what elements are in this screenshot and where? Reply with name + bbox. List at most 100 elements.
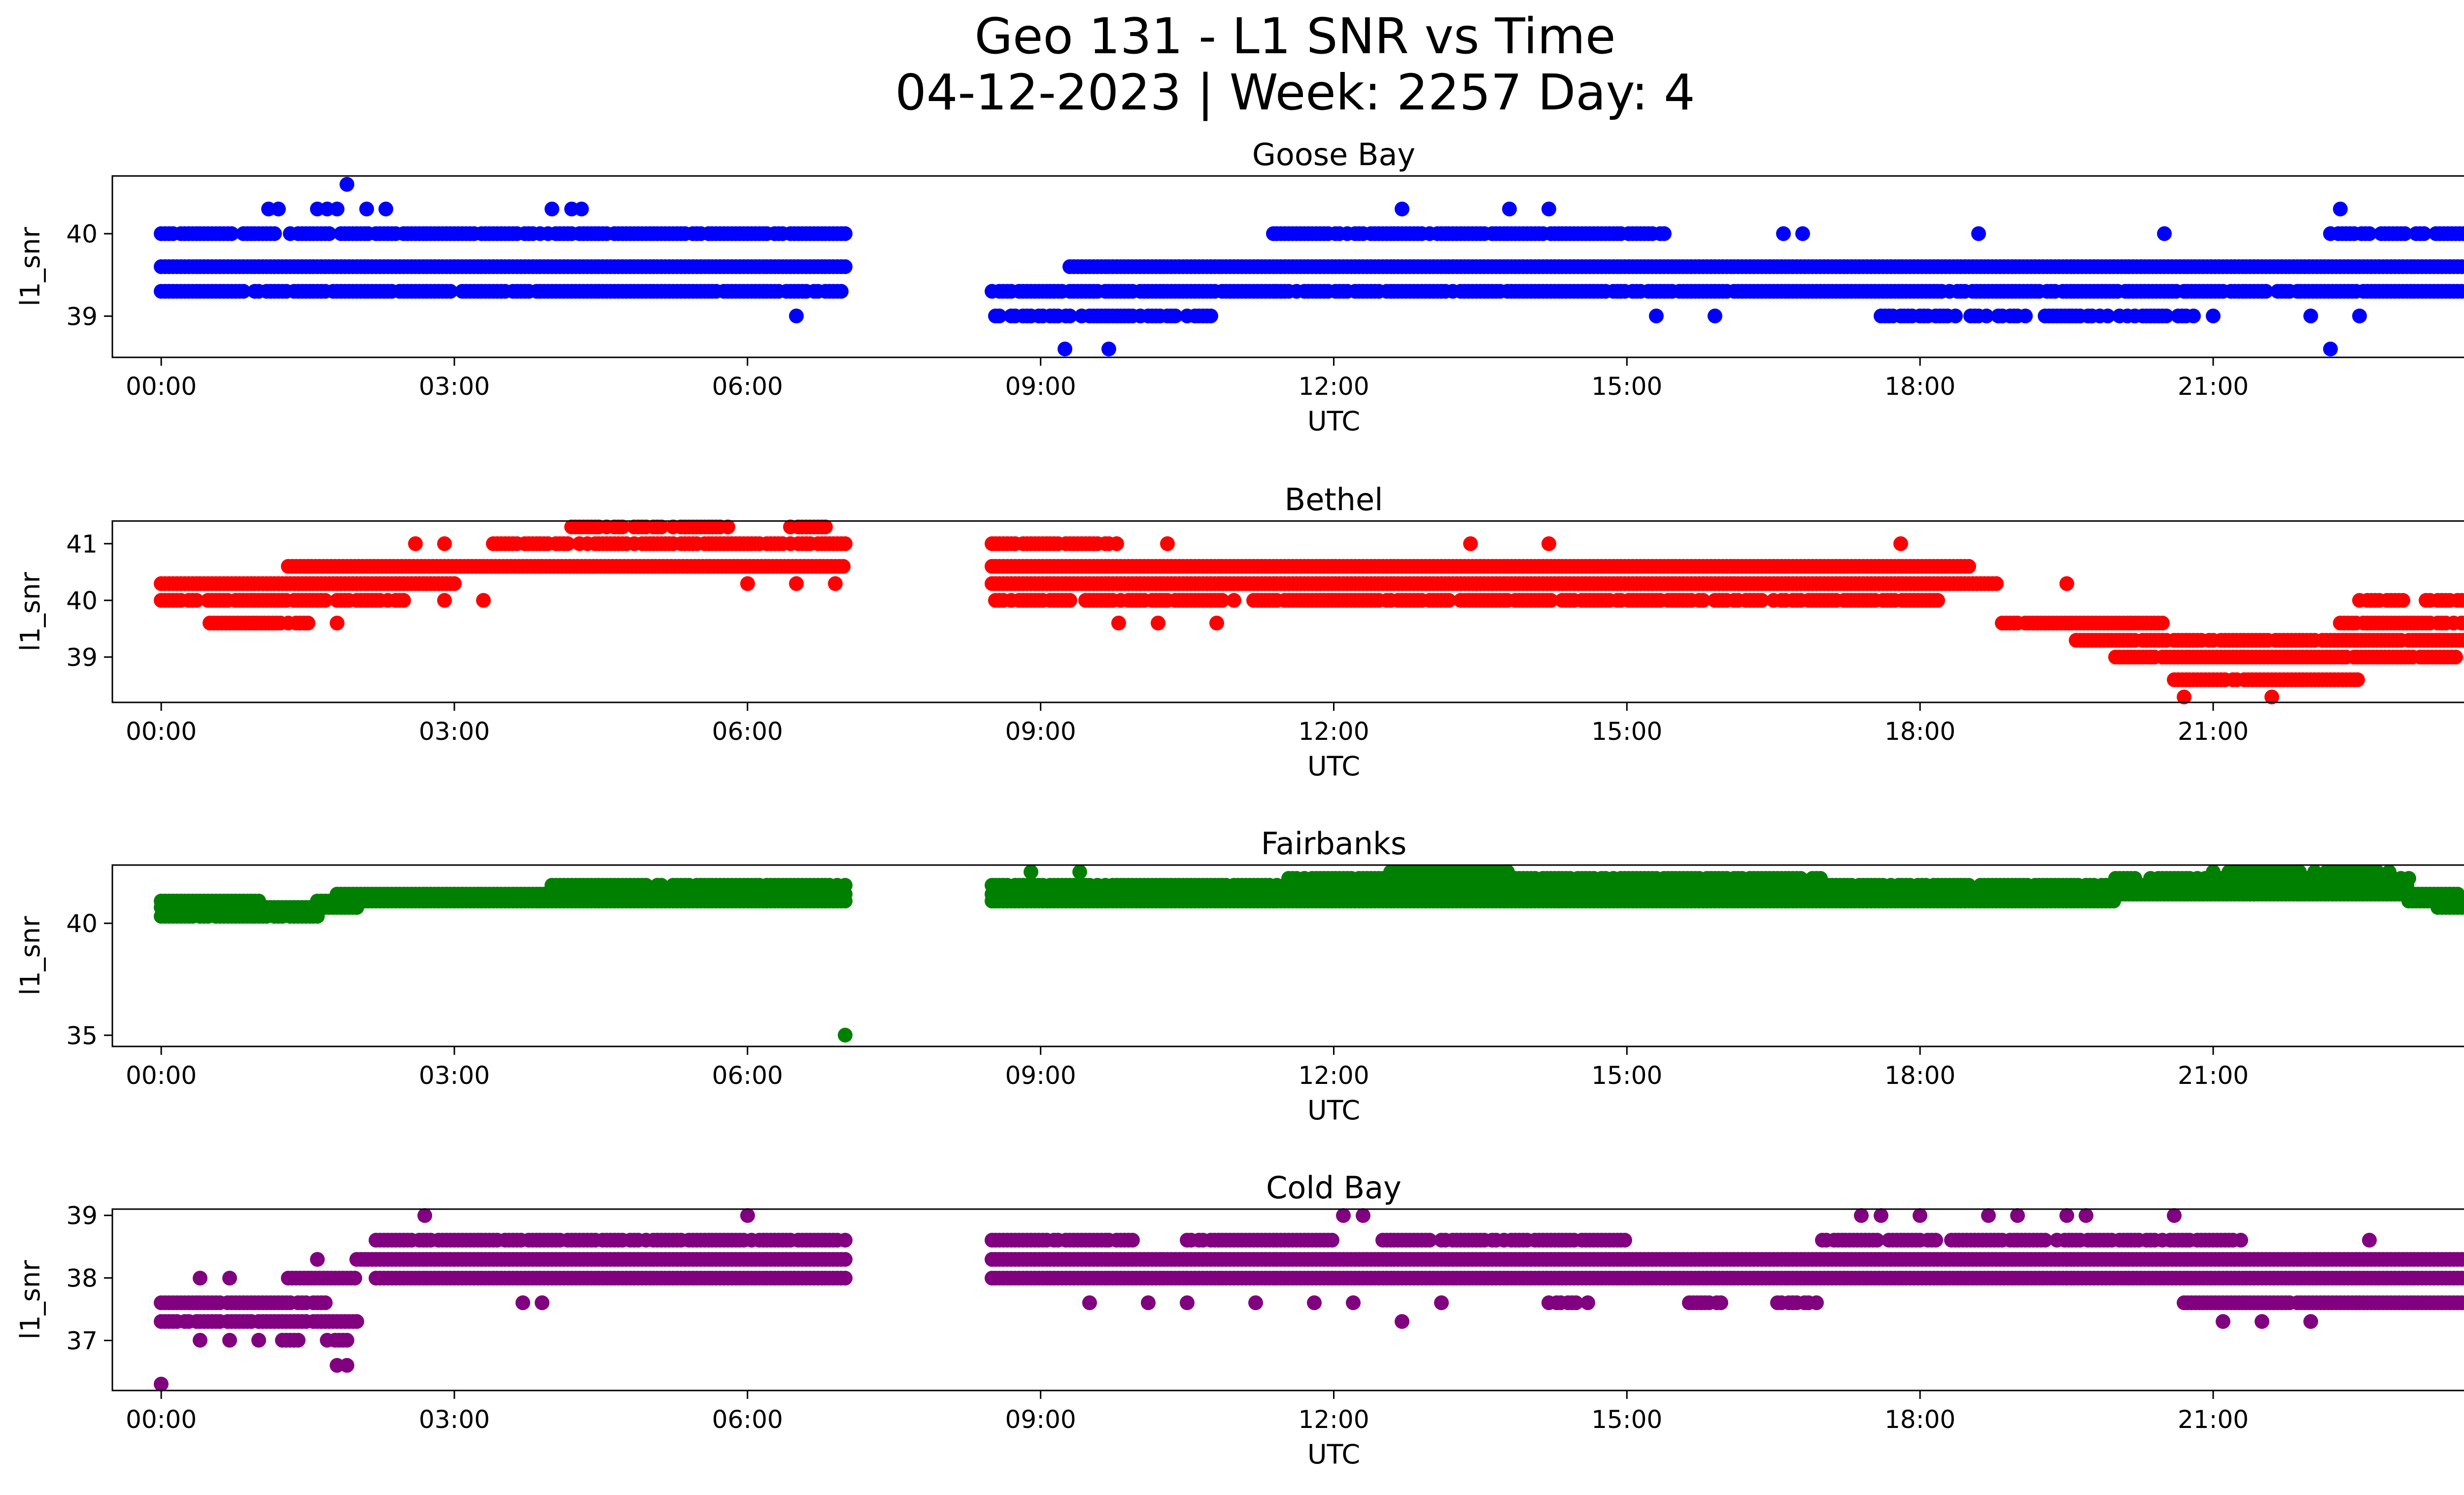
bethel-point	[1160, 536, 1175, 551]
bethel-point	[2264, 690, 2279, 704]
bethel-axes-frame	[111, 520, 2464, 703]
goose-bay-point	[443, 284, 458, 299]
goose-bay-point	[789, 309, 804, 323]
bethel-point	[1893, 536, 1908, 551]
bethel-point	[437, 593, 452, 608]
goose-bay-point	[1101, 342, 1116, 356]
goose-bay-point	[340, 177, 354, 192]
goose-bay-point	[2206, 309, 2221, 323]
goose-bay-point	[271, 202, 286, 216]
bethel-xtick-label: 12:00	[1298, 717, 1369, 746]
cold-bay-points	[154, 1208, 2464, 1391]
bethel-point	[1463, 536, 1478, 551]
bethel-point	[838, 536, 853, 551]
goose-bay-point	[2458, 259, 2464, 274]
goose-bay-point	[359, 202, 374, 216]
goose-bay-point	[2157, 226, 2172, 241]
bethel-point	[1062, 593, 1077, 608]
bethel-point	[615, 520, 630, 534]
fairbanks-point	[1500, 865, 1515, 879]
bethel-point	[1541, 536, 1556, 551]
goose-bay-point	[2462, 286, 2464, 297]
fairbanks-point	[838, 1028, 853, 1043]
bethel-point	[1111, 616, 1126, 630]
bethel-point	[2458, 593, 2464, 608]
bethel-point	[447, 576, 462, 591]
fairbanks-point	[1813, 871, 1828, 886]
fairbanks-xtick-label: 15:00	[1591, 1061, 1662, 1090]
goose-bay-point	[267, 226, 282, 241]
goose-bay-point	[1776, 226, 1791, 241]
bethel-point	[2177, 690, 2191, 704]
bethel-point	[1209, 616, 1224, 630]
fairbanks-title: Fairbanks	[1261, 826, 1407, 862]
goose-bay-xtick-label: 21:00	[2178, 372, 2249, 401]
goose-bay-ytick-label: 39	[66, 302, 98, 331]
goose-bay-point	[2352, 309, 2367, 323]
goose-bay-point	[2018, 309, 2033, 323]
bethel-point	[2462, 618, 2464, 628]
fairbanks-ytick-label: 35	[66, 1021, 98, 1050]
bethel-ytick-label: 39	[66, 643, 98, 672]
goose-bay-point	[2454, 284, 2464, 299]
fairbanks-xtick-label: 06:00	[712, 1061, 783, 1090]
bethel-point	[330, 616, 344, 630]
bethel-point	[654, 520, 669, 534]
goose-bay-ytick-label: 40	[66, 220, 98, 248]
goose-bay-point	[992, 309, 1007, 323]
goose-bay-xtick-label: 06:00	[712, 372, 783, 401]
goose-bay-point	[1971, 226, 1986, 241]
bethel-ylabel: l1_snr	[15, 572, 46, 652]
goose-bay-point	[1062, 309, 1077, 323]
fairbanks-xtick-label: 00:00	[126, 1061, 197, 1090]
goose-bay-point	[2362, 226, 2377, 241]
fairbanks-ytick-label: 40	[66, 909, 98, 938]
bethel-point	[1989, 576, 2004, 591]
fairbanks-point	[2206, 865, 2221, 879]
goose-bay-point	[1168, 309, 1183, 323]
bethel-point	[1961, 559, 1976, 574]
bethel-xtick-label: 09:00	[1005, 717, 1076, 746]
goose-bay-point	[2159, 309, 2174, 323]
goose-bay-point	[1795, 226, 1810, 241]
bethel-point	[2059, 576, 2074, 591]
goose-bay-ylabel: l1_snr	[15, 227, 46, 307]
goose-bay-point	[1708, 309, 1722, 323]
goose-bay-point	[2397, 226, 2412, 241]
goose-bay-title: Goose Bay	[1252, 137, 1415, 173]
fairbanks-xlabel: UTC	[1307, 1095, 1360, 1126]
goose-bay-point	[1502, 202, 1517, 216]
goose-bay-point	[322, 226, 337, 241]
bethel-xtick-label: 06:00	[712, 717, 783, 746]
goose-bay-point	[2323, 342, 2338, 356]
bethel-point	[836, 559, 851, 574]
goose-bay-point	[2303, 309, 2318, 323]
bethel-point	[1227, 593, 1241, 608]
goose-bay-xtick-label: 00:00	[126, 372, 197, 401]
goose-bay-point	[838, 259, 853, 274]
bethel-point	[396, 593, 411, 608]
goose-bay-xtick-label: 03:00	[419, 372, 490, 401]
goose-bay-xlabel: UTC	[1307, 406, 1360, 437]
fairbanks-point	[838, 878, 853, 893]
bethel-point	[189, 593, 204, 608]
figure-title-line1: Geo 131 - L1 SNR vs Time	[975, 7, 1616, 65]
goose-bay-point	[1203, 309, 1218, 323]
bethel-point	[2396, 593, 2410, 608]
bethel-point	[560, 536, 575, 551]
bethel-title: Bethel	[1285, 482, 1383, 518]
bethel-xtick-label: 18:00	[1884, 717, 1955, 746]
fairbanks-xtick-label: 21:00	[2178, 1061, 2249, 1090]
bethel-xtick-label: 00:00	[126, 717, 197, 746]
goose-bay-point	[2333, 202, 2348, 216]
goose-bay-xtick-label: 15:00	[1591, 372, 1662, 401]
bethel-point	[2448, 650, 2463, 664]
fairbanks-xtick-label: 03:00	[419, 1061, 490, 1090]
goose-bay-point	[330, 202, 344, 216]
bethel-point	[740, 576, 755, 591]
fairbanks-xtick-label: 12:00	[1298, 1061, 1369, 1090]
goose-bay-point	[1649, 309, 1664, 323]
